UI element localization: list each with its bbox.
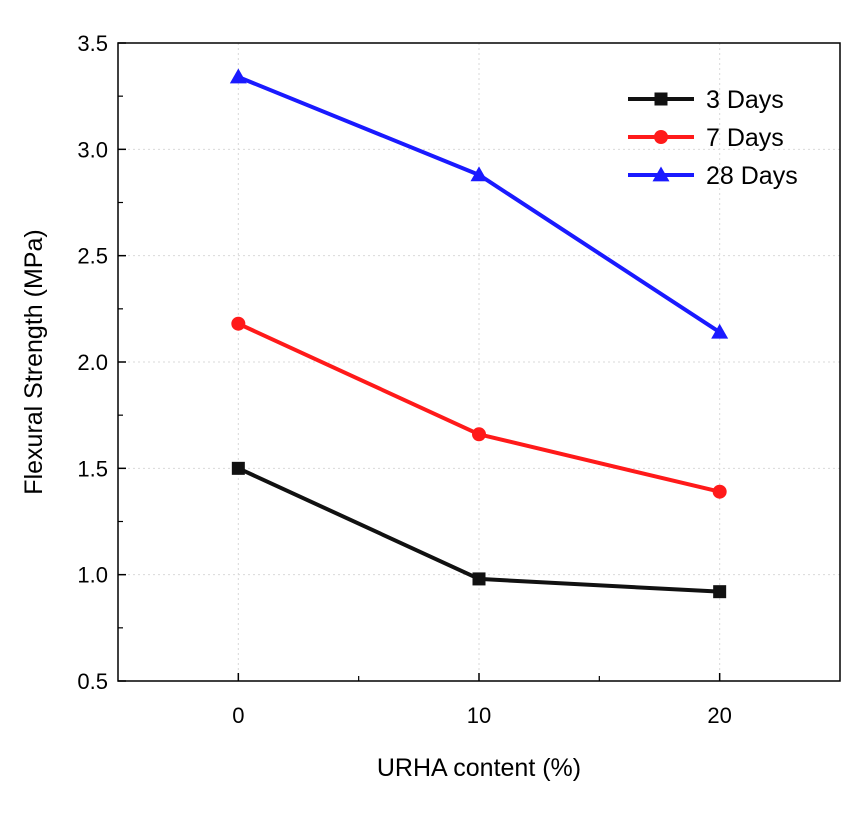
- legend: 3 Days 7 Days 28 Days: [628, 86, 798, 190]
- data-point-7-days: [712, 484, 727, 499]
- data-point-28-days: [229, 68, 247, 84]
- series: [229, 68, 729, 599]
- legend-entry-7-days: 7 Days: [628, 124, 784, 152]
- y-tick-label: 3.5: [77, 31, 108, 56]
- data-point-3-days: [713, 585, 727, 599]
- data-point-3-days: [231, 461, 245, 475]
- y-tick-label: 2.5: [77, 244, 108, 269]
- ticks: 0.5 1.0 1.5 2.0 2.5 3.0 3.5 0 10 20: [77, 31, 732, 728]
- series-3-days: [231, 461, 727, 599]
- y-tick-label: 1.0: [77, 563, 108, 588]
- y-axis-title: Flexural Strength (MPa): [20, 229, 48, 494]
- legend-entry-28-days: 28 Days: [628, 162, 798, 190]
- x-tick-label: 20: [707, 703, 731, 728]
- legend-marker-7-days: [654, 130, 668, 144]
- y-tick-label: 0.5: [77, 669, 108, 694]
- series-28-days: [229, 68, 729, 339]
- data-point-7-days: [231, 316, 246, 331]
- legend-label-7-days: 7 Days: [706, 124, 784, 152]
- x-tick-label: 10: [467, 703, 491, 728]
- y-tick-label: 1.5: [77, 456, 108, 481]
- y-tick-label: 2.0: [77, 350, 108, 375]
- legend-label-3-days: 3 Days: [706, 86, 784, 114]
- legend-marker-28-days: [652, 166, 670, 182]
- series-7-days: [231, 316, 727, 499]
- y-tick-label: 3.0: [77, 137, 108, 162]
- data-point-3-days: [472, 572, 486, 586]
- data-point-28-days: [470, 166, 488, 182]
- x-axis-title: URHA content (%): [377, 754, 581, 782]
- legend-label-28-days: 28 Days: [706, 162, 798, 190]
- data-point-7-days: [472, 427, 486, 442]
- legend-entry-3-days: 3 Days: [628, 86, 784, 114]
- legend-marker-3-days: [654, 92, 668, 106]
- data-point-28-days: [711, 323, 729, 339]
- x-tick-label: 0: [232, 703, 244, 728]
